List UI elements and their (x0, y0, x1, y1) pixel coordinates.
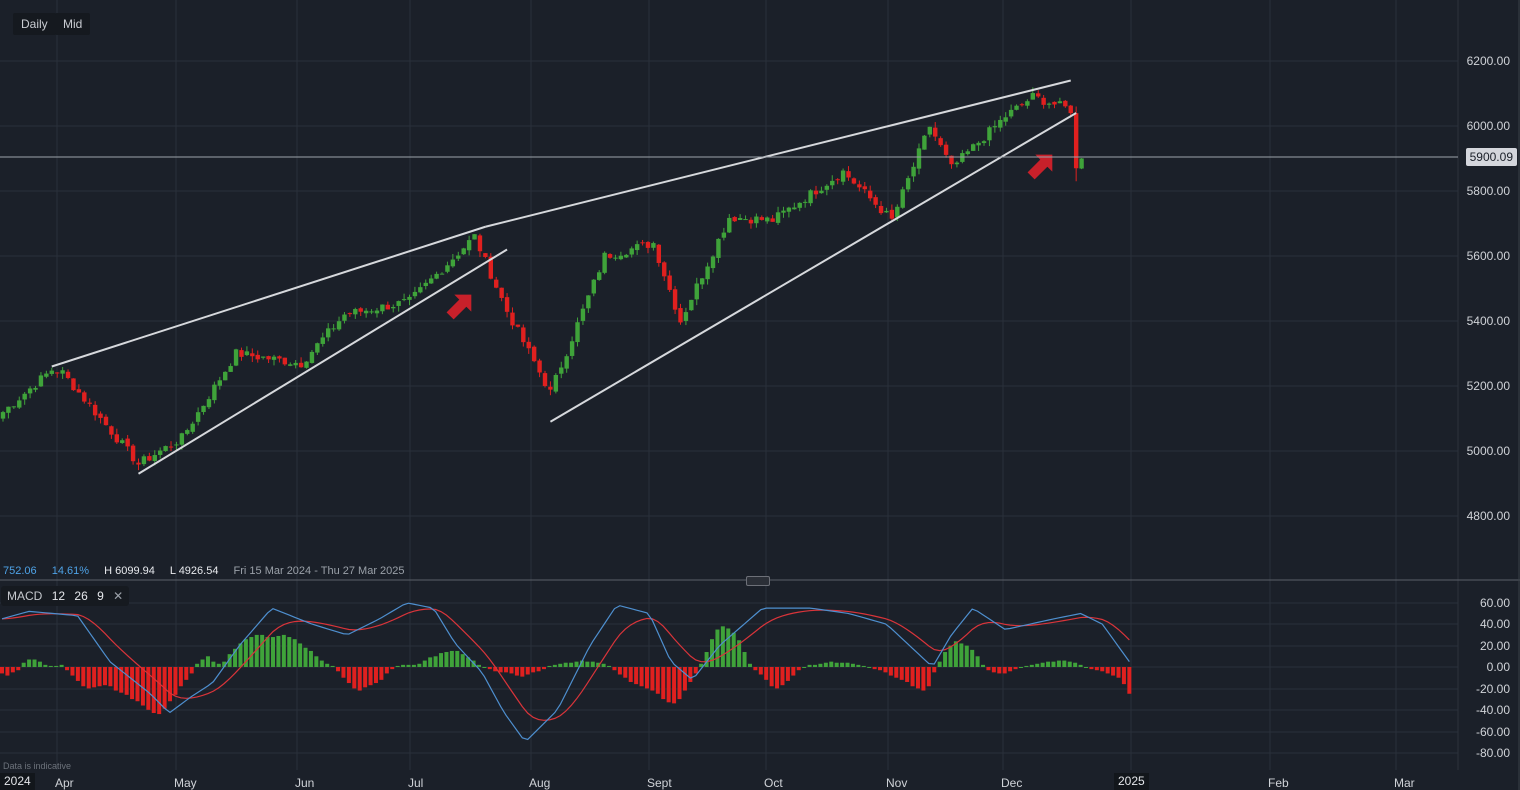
high-value: H 6099.94 (104, 565, 155, 577)
macd-tick: 0.00 (1486, 660, 1510, 674)
macd-slow: 26 (74, 589, 88, 603)
price-tick: 4800.00 (1466, 509, 1510, 523)
macd-tick: -40.00 (1475, 703, 1510, 717)
macd-signal: 9 (97, 589, 104, 603)
year-label-2024: 2024 (0, 773, 35, 790)
disclaimer: Data is indicative (3, 761, 72, 771)
current-price-tag: 5900.09 (1465, 148, 1517, 166)
annotation-arrows (446, 154, 1053, 320)
trendline[interactable] (549, 112, 1077, 423)
price-candles (0, 87, 1084, 471)
low-value: L 4926.54 (169, 565, 219, 577)
price-tick: 5200.00 (1466, 379, 1510, 393)
month-label: Jun (295, 776, 315, 790)
macd-tick: 40.00 (1479, 617, 1510, 631)
macd-tick: 60.00 (1479, 596, 1510, 610)
price-tick: 6200.00 (1466, 54, 1510, 68)
month-label: Mar (1394, 776, 1415, 790)
arrow-icon (446, 294, 472, 320)
macd-fast: 12 (51, 589, 66, 603)
macd-tick: 20.00 (1479, 639, 1510, 653)
pane-resize-handle[interactable] (746, 576, 770, 586)
month-label: May (174, 776, 197, 790)
month-label: Nov (886, 776, 908, 790)
stats-bar: 752.06 14.61% H 6099.94 L 4926.54 Fri 15… (3, 565, 417, 577)
price-tick: 5800.00 (1466, 184, 1510, 198)
change-percent: 14.61% (51, 565, 90, 577)
price-tick: 5600.00 (1466, 249, 1510, 263)
price-tick: 6000.00 (1466, 119, 1510, 133)
macd-tick: -80.00 (1475, 746, 1510, 760)
close-icon[interactable]: ✕ (113, 589, 124, 603)
macd-tick: -60.00 (1475, 725, 1510, 739)
grid-lines (0, 0, 1459, 770)
macd-histogram (0, 626, 1132, 715)
month-label: Oct (764, 776, 783, 790)
date-range: Fri 15 Mar 2024 - Thu 27 Mar 2025 (233, 565, 405, 577)
month-label: Apr (55, 776, 74, 790)
macd-tick: -20.00 (1475, 682, 1510, 696)
trendlines[interactable] (51, 79, 1077, 475)
month-label: Jul (408, 776, 424, 790)
price-tick: 5400.00 (1466, 314, 1510, 328)
interval-button[interactable]: Daily (13, 13, 56, 35)
trendline[interactable] (485, 79, 1071, 228)
change-value: 752.06 (3, 565, 37, 577)
year-label-2025: 2025 (1114, 773, 1149, 790)
month-label: Feb (1268, 776, 1289, 790)
trendline[interactable] (137, 248, 508, 475)
month-label: Dec (1001, 776, 1023, 790)
arrow-icon (1027, 154, 1053, 180)
price-tick: 5000.00 (1466, 444, 1510, 458)
price-type-button[interactable]: Mid (55, 13, 91, 35)
macd-legend[interactable]: MACD 12 26 9 ✕ (1, 586, 130, 606)
macd-label: MACD (7, 589, 43, 603)
macd-line (1, 602, 1130, 741)
month-label: Sept (647, 776, 672, 790)
trendline[interactable] (51, 225, 486, 368)
month-label: Aug (529, 776, 551, 790)
